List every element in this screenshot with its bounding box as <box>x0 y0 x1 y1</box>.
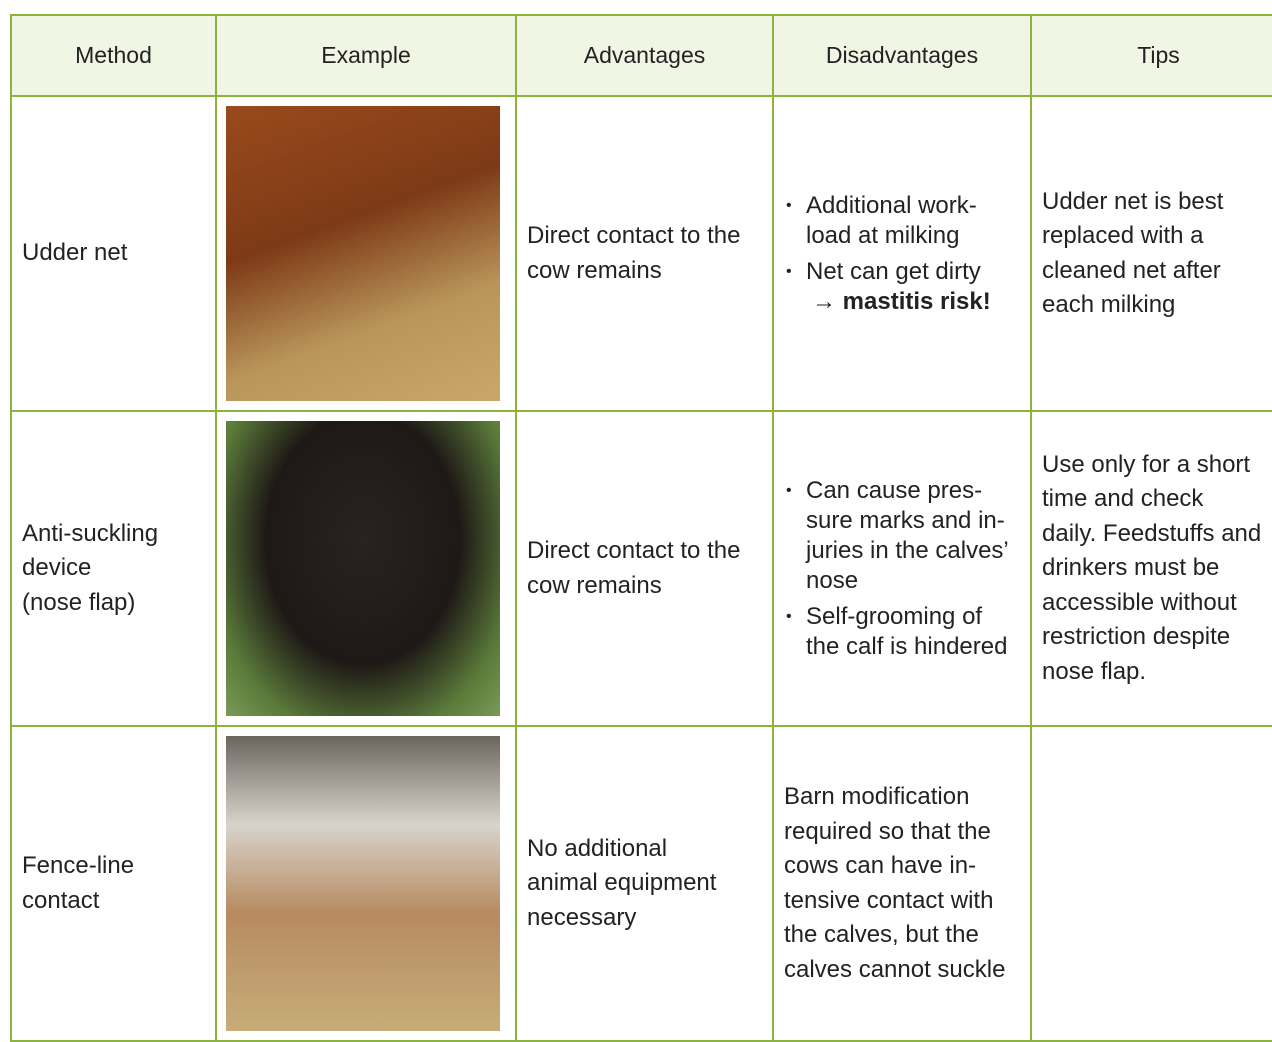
photo-cell <box>217 97 517 412</box>
header-cell: Example <box>217 16 517 97</box>
table: Method Example Advantages Disadvantages Tips… <box>10 14 1272 1042</box>
method-cell: Udder net <box>12 97 217 412</box>
text-line: replaced with a <box>1042 222 1204 249</box>
method-cell: Fence-line contact <box>12 727 217 1042</box>
tips-cell: Use only for a short time and check daily.… <box>1032 412 1272 727</box>
text-line: sure marks and in- <box>806 506 1005 534</box>
text-line: Self-grooming of <box>806 602 983 630</box>
header-text: Example <box>321 42 411 69</box>
text-line: animal equipment <box>527 869 717 897</box>
bullet-item: Net can get dirty→ mastitis risk! <box>784 257 1020 317</box>
text-line: No additional <box>527 834 668 862</box>
advantages-cell: No additional animal equipment necessary <box>517 727 774 1042</box>
text-line: device <box>22 554 92 582</box>
text-line: each milking <box>1042 291 1176 318</box>
text-line: (nose flap) <box>22 588 136 616</box>
text-line: Net can get dirty <box>806 257 981 285</box>
text-line: Direct contact to the <box>527 222 741 249</box>
bullet-item: Can cause pres-sure marks and in-juries … <box>784 476 1020 596</box>
header-text: Disadvantages <box>825 42 979 69</box>
text-line: cow remains <box>527 571 662 599</box>
text-line: time and check <box>1042 485 1204 513</box>
text-line: the calf is hindered <box>806 632 1008 660</box>
text-line: Can cause pres- <box>806 476 983 504</box>
text-line: the calves, but the <box>784 921 979 948</box>
advantages-cell: Direct contact to the cow remains <box>517 412 774 727</box>
text-line: cleaned net after <box>1042 256 1221 284</box>
header-text: Advantages <box>583 42 706 69</box>
disadvantages-cell: Barn modification required so that the cow… <box>774 727 1032 1042</box>
text-line: Fence-line <box>22 852 135 879</box>
header-cell: Method <box>12 16 217 97</box>
text-line: cow remains <box>527 256 662 284</box>
text-line: Udder net is best <box>1042 187 1224 215</box>
text-line: cows can have in- <box>784 852 977 879</box>
text-line: contact <box>22 886 100 914</box>
text-line: required so that the <box>784 817 991 845</box>
advantages-cell: Direct contact to the cow remains <box>517 97 774 412</box>
header-cell: Disadvantages <box>774 16 1032 97</box>
text-line: calves cannot suckle <box>784 955 1006 983</box>
text-line: Anti-suckling <box>22 519 159 547</box>
header-cell: Advantages <box>517 16 774 97</box>
header-cell: Tips <box>1032 16 1272 97</box>
text-line: load at milking <box>806 221 960 249</box>
bullet-item: Additional work-load at milking <box>784 191 1020 251</box>
text-line: daily. Feedstuffs and <box>1042 519 1262 547</box>
text-line: Use only for a short <box>1042 450 1251 478</box>
text-line: restriction despite <box>1042 623 1231 651</box>
text-line: nose flap. <box>1042 657 1147 685</box>
text-line: drinkers must be <box>1042 554 1220 582</box>
photo <box>226 106 500 401</box>
tips-cell: Udder net is best replaced with a cleaned … <box>1032 97 1272 412</box>
text-line: Barn modification <box>784 783 970 810</box>
disadvantages-cell: Can cause pres-sure marks and in-juries … <box>774 412 1032 727</box>
text-line: Udder net <box>22 239 128 267</box>
emphasis: → mastitis risk! <box>812 287 991 315</box>
photo <box>226 421 500 716</box>
header-text: Method <box>75 42 152 69</box>
header-text: Tips <box>1137 42 1180 69</box>
photo-cell <box>217 727 517 1042</box>
method-cell: Anti-suckling device (nose flap) <box>12 412 217 727</box>
text-line: accessible without <box>1042 588 1237 616</box>
disadvantages-cell: Additional work-load at milkingNet can g… <box>774 97 1032 412</box>
text-line: Direct contact to the <box>527 537 741 564</box>
photo <box>226 736 500 1031</box>
text-line: tensive contact with <box>784 886 994 914</box>
text-line: nose <box>806 566 859 594</box>
photo-cell <box>217 412 517 727</box>
tips-cell <box>1032 727 1272 1042</box>
text-line: necessary <box>527 903 637 931</box>
text-line: juries in the calves’ <box>806 536 1009 564</box>
text-line: Additional work- <box>806 191 977 219</box>
